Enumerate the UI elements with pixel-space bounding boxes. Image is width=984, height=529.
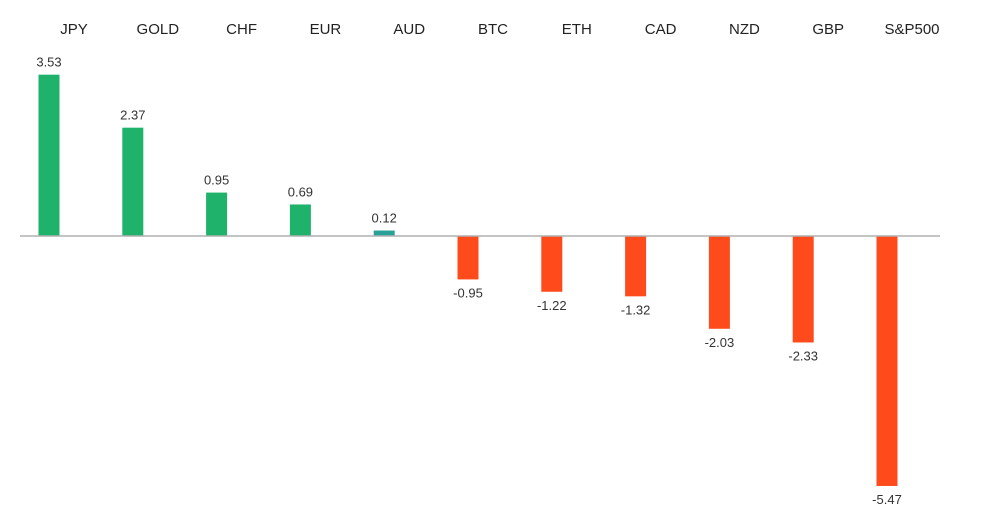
category-label: ETH — [562, 21, 592, 38]
category-label: GOLD — [137, 21, 180, 38]
category-label: EUR — [310, 21, 342, 38]
category-label: AUD — [393, 21, 425, 38]
value-labels: 3.53 2.37 0.95 0.69 0.12 -0.95 -1.22 -1.32 -2.03… — [36, 55, 901, 507]
bar — [625, 236, 647, 297]
bar — [457, 236, 479, 280]
value-label: -5.47 — [872, 492, 902, 507]
bar — [792, 236, 814, 343]
category-label: JPY — [60, 21, 88, 38]
bar — [541, 236, 563, 292]
value-label: 3.53 — [36, 55, 61, 70]
bar — [122, 127, 144, 236]
value-label: -2.03 — [705, 335, 735, 350]
category-label: S&P500 — [884, 21, 939, 38]
value-label: 2.37 — [120, 108, 145, 123]
category-label: BTC — [478, 21, 508, 38]
bar — [876, 236, 898, 486]
value-label: -1.32 — [621, 302, 651, 317]
bar — [373, 230, 395, 236]
bar — [38, 74, 60, 236]
category-label: CAD — [645, 21, 677, 38]
value-label: 0.95 — [204, 173, 229, 188]
bars — [38, 74, 898, 486]
value-label: -2.33 — [788, 348, 818, 363]
value-label: 0.12 — [372, 211, 397, 226]
value-label: -1.22 — [537, 298, 567, 313]
category-label: NZD — [729, 21, 760, 38]
bar — [289, 204, 311, 236]
category-label: CHF — [226, 21, 257, 38]
bar — [206, 192, 228, 236]
category-label: GBP — [812, 21, 844, 38]
bar — [708, 236, 730, 329]
value-label: 0.69 — [288, 184, 313, 199]
category-labels: JPY GOLD CHF EUR AUD BTC ETH CAD NZD GBP S&P500 — [60, 21, 939, 38]
value-label: -0.95 — [453, 285, 483, 300]
